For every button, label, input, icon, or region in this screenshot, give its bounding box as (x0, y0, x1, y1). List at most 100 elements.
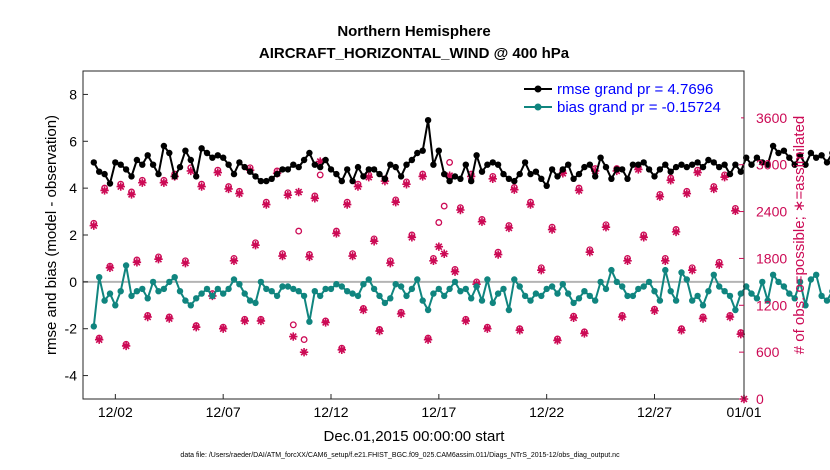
obs-assimilated-point (251, 240, 260, 250)
rmse-point (187, 156, 194, 164)
bias-point (230, 276, 238, 283)
x-tick-label: 12/17 (421, 404, 456, 420)
bias-point (176, 288, 184, 295)
obs-assimilated-point (461, 316, 470, 326)
bias-point (193, 295, 200, 302)
rmse-point (365, 166, 372, 173)
data-file-footnote: data file: /Users/raeder/DAI/ATM_forcXX/… (180, 452, 620, 459)
rmse-point (376, 170, 383, 178)
obs-assimilated-point (650, 306, 659, 315)
obs-possible-point (446, 158, 454, 166)
bias-point (220, 290, 227, 297)
obs-assimilated-point (666, 176, 675, 185)
obs-assimilated-point (709, 184, 719, 194)
bias-point (548, 283, 556, 290)
rmse-point (645, 166, 653, 173)
bias-point (435, 285, 442, 293)
bias-point (144, 295, 151, 302)
obs-assimilated-point (224, 184, 233, 194)
y-tick-label: 0 (69, 274, 77, 290)
obs-assimilated-point (127, 190, 136, 199)
bias-point (462, 285, 469, 293)
obs-assimilated-point (661, 256, 670, 265)
bias-point (629, 292, 637, 300)
bias-point (645, 278, 653, 286)
rmse-point (813, 154, 820, 161)
bias-point (414, 276, 421, 283)
rmse-point (381, 175, 389, 182)
bias-point (699, 302, 707, 309)
rmse-point (101, 170, 108, 178)
bias-point (327, 285, 335, 293)
rmse-point (478, 168, 486, 175)
obs-assimilated-point (483, 324, 492, 333)
bias-point (613, 278, 620, 286)
rmse-point (716, 163, 723, 171)
obs-assimilated-point (289, 332, 298, 341)
rmse-point (629, 161, 637, 168)
rmse-point (710, 159, 717, 166)
bias-point (796, 278, 804, 286)
rmse-point (166, 149, 173, 157)
rmse-point (408, 156, 416, 164)
rmse-point (786, 154, 793, 161)
rmse-point (699, 163, 707, 171)
bias-point (516, 283, 523, 290)
bias-point (209, 292, 216, 300)
bias-point (656, 297, 664, 304)
bias-point (112, 302, 119, 309)
bias-point (521, 292, 529, 300)
rmse-point (387, 161, 394, 168)
obs-assimilated-point (677, 326, 686, 335)
left-axis-ticks: -4 -2 0 2 4 6 8 (65, 86, 88, 384)
rmse-point (521, 159, 529, 166)
obs-assimilated-point (299, 347, 309, 357)
obs-assimilated-point (736, 329, 745, 339)
rmse-point (586, 161, 593, 168)
bias-point (106, 290, 114, 297)
bias-point (780, 283, 788, 290)
bias-point (246, 297, 254, 304)
obs-assimilated-point (116, 182, 125, 191)
rmse-point (414, 149, 421, 157)
bias-point (651, 288, 658, 295)
bias-point (279, 283, 286, 290)
bias-point (403, 292, 410, 300)
bias-point (619, 283, 626, 290)
rmse-point (775, 149, 782, 157)
rmse-point (241, 163, 248, 171)
obs-assimilated-point (121, 341, 131, 351)
obs-assimilated-point (359, 305, 368, 315)
bias-point (149, 278, 157, 286)
obs-assimilated-point (310, 194, 320, 203)
bias-point (764, 297, 771, 304)
rmse-point (473, 152, 480, 159)
bias-point (354, 292, 362, 300)
bias-point (257, 278, 265, 286)
bias-point (419, 297, 426, 304)
rmse-point (149, 161, 157, 168)
bias-point (489, 299, 496, 307)
obs-assimilated-point (569, 313, 578, 322)
bias-point (424, 306, 432, 314)
bias-point (468, 295, 475, 302)
obs-assimilated-point (601, 222, 611, 232)
rmse-point (683, 163, 690, 171)
bias-point (586, 292, 593, 300)
bias-point (338, 283, 345, 290)
obs-assimilated-point (294, 187, 303, 197)
obs-assimilated-point (698, 314, 708, 323)
rmse-point (182, 147, 189, 154)
obs-assimilated-point (192, 322, 201, 332)
bias-point (96, 274, 103, 281)
rmse-point (737, 168, 744, 175)
rmse-point (160, 142, 168, 150)
rmse-point (360, 173, 367, 180)
bias-point (710, 271, 717, 278)
obs-assimilated-point (510, 185, 519, 194)
bias-point (543, 285, 550, 293)
rmse-point (640, 159, 647, 166)
obs-assimilated-point (682, 189, 692, 198)
rmse-point (608, 175, 615, 182)
bias-point (732, 306, 739, 314)
